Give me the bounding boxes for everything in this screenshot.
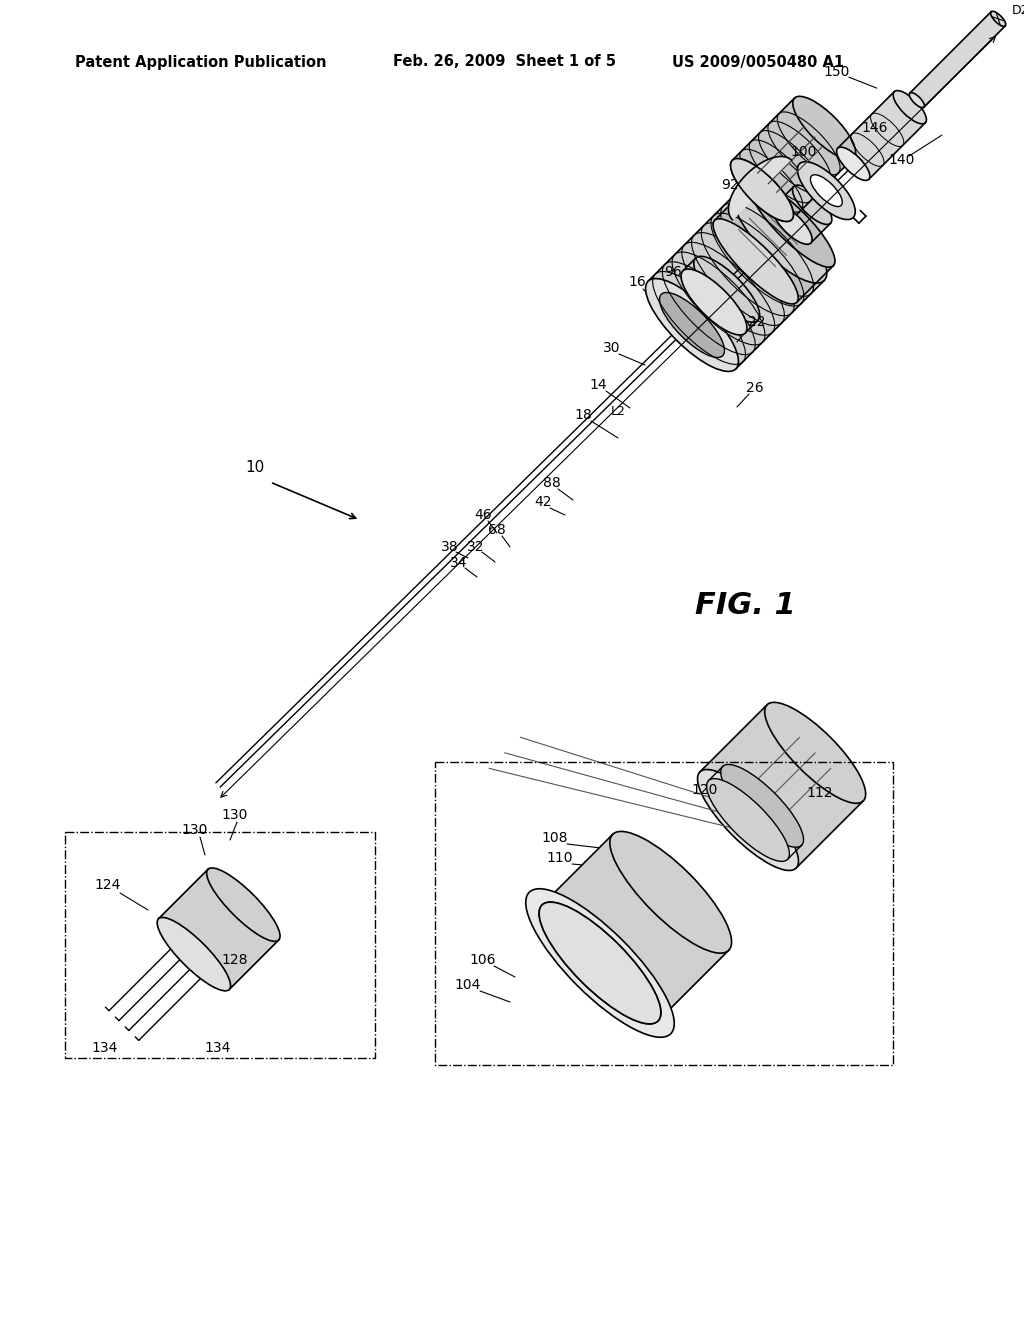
Text: 140: 140 bbox=[889, 153, 915, 168]
Ellipse shape bbox=[909, 92, 925, 108]
Ellipse shape bbox=[765, 702, 865, 804]
Text: 150: 150 bbox=[823, 65, 850, 79]
Polygon shape bbox=[648, 193, 824, 368]
Text: 68: 68 bbox=[488, 523, 506, 537]
Ellipse shape bbox=[773, 205, 812, 244]
Text: 134: 134 bbox=[92, 1041, 118, 1055]
Text: 32: 32 bbox=[467, 540, 484, 554]
Ellipse shape bbox=[659, 293, 725, 358]
Ellipse shape bbox=[730, 158, 794, 222]
Ellipse shape bbox=[694, 256, 760, 322]
Ellipse shape bbox=[157, 917, 230, 991]
Text: FIG. 1: FIG. 1 bbox=[695, 590, 796, 619]
Text: 38: 38 bbox=[441, 540, 459, 554]
Text: 112: 112 bbox=[807, 785, 834, 800]
Text: 104: 104 bbox=[455, 978, 481, 993]
Polygon shape bbox=[715, 183, 834, 302]
Polygon shape bbox=[542, 834, 729, 1020]
Polygon shape bbox=[909, 12, 1006, 107]
Polygon shape bbox=[709, 767, 802, 859]
Text: 42: 42 bbox=[535, 495, 552, 510]
Text: 16: 16 bbox=[628, 275, 646, 289]
Polygon shape bbox=[774, 186, 830, 243]
Polygon shape bbox=[838, 91, 926, 180]
Polygon shape bbox=[159, 870, 279, 990]
Text: 92: 92 bbox=[721, 178, 738, 191]
Polygon shape bbox=[728, 157, 792, 219]
Text: 46: 46 bbox=[474, 508, 492, 521]
Text: 100: 100 bbox=[791, 145, 817, 158]
Text: 34: 34 bbox=[451, 556, 468, 570]
Ellipse shape bbox=[810, 174, 843, 206]
Text: L2: L2 bbox=[610, 405, 626, 418]
Ellipse shape bbox=[539, 902, 660, 1024]
Ellipse shape bbox=[707, 779, 790, 862]
Text: 134: 134 bbox=[205, 1041, 231, 1055]
Ellipse shape bbox=[556, 919, 644, 1007]
Ellipse shape bbox=[990, 12, 1006, 26]
Ellipse shape bbox=[750, 182, 835, 267]
Text: 130: 130 bbox=[182, 822, 208, 837]
Ellipse shape bbox=[697, 770, 799, 870]
Ellipse shape bbox=[645, 279, 738, 371]
Ellipse shape bbox=[730, 158, 794, 222]
Text: 106: 106 bbox=[470, 953, 497, 968]
Polygon shape bbox=[732, 98, 854, 219]
Ellipse shape bbox=[793, 96, 856, 160]
Text: 14: 14 bbox=[589, 378, 607, 392]
Text: 130: 130 bbox=[222, 808, 248, 822]
Ellipse shape bbox=[798, 162, 855, 219]
Polygon shape bbox=[683, 259, 758, 333]
Ellipse shape bbox=[713, 219, 799, 304]
Text: 18: 18 bbox=[574, 408, 592, 422]
Text: 96: 96 bbox=[665, 265, 682, 279]
Text: D2: D2 bbox=[1012, 4, 1024, 17]
Ellipse shape bbox=[610, 832, 731, 953]
Text: Feb. 26, 2009  Sheet 1 of 5: Feb. 26, 2009 Sheet 1 of 5 bbox=[393, 54, 616, 70]
Ellipse shape bbox=[793, 185, 831, 224]
Text: 10: 10 bbox=[246, 459, 264, 474]
Ellipse shape bbox=[893, 91, 927, 124]
Text: 26: 26 bbox=[746, 381, 764, 395]
Text: 110: 110 bbox=[547, 851, 573, 865]
Text: 120: 120 bbox=[692, 783, 718, 797]
Ellipse shape bbox=[207, 869, 281, 941]
Text: 124: 124 bbox=[95, 878, 121, 892]
Ellipse shape bbox=[721, 764, 804, 847]
Text: US 2009/0050480 A1: US 2009/0050480 A1 bbox=[672, 54, 844, 70]
Text: 22: 22 bbox=[749, 315, 766, 329]
Text: 88: 88 bbox=[543, 477, 561, 490]
Text: 146: 146 bbox=[861, 121, 888, 135]
Text: 128: 128 bbox=[222, 953, 248, 968]
Ellipse shape bbox=[539, 902, 660, 1024]
Text: 30: 30 bbox=[603, 341, 621, 355]
Text: 108: 108 bbox=[542, 832, 568, 845]
Polygon shape bbox=[700, 705, 863, 869]
Ellipse shape bbox=[681, 269, 746, 335]
Ellipse shape bbox=[734, 190, 826, 282]
Ellipse shape bbox=[837, 147, 869, 181]
Text: Patent Application Publication: Patent Application Publication bbox=[75, 54, 327, 70]
Ellipse shape bbox=[525, 888, 674, 1038]
